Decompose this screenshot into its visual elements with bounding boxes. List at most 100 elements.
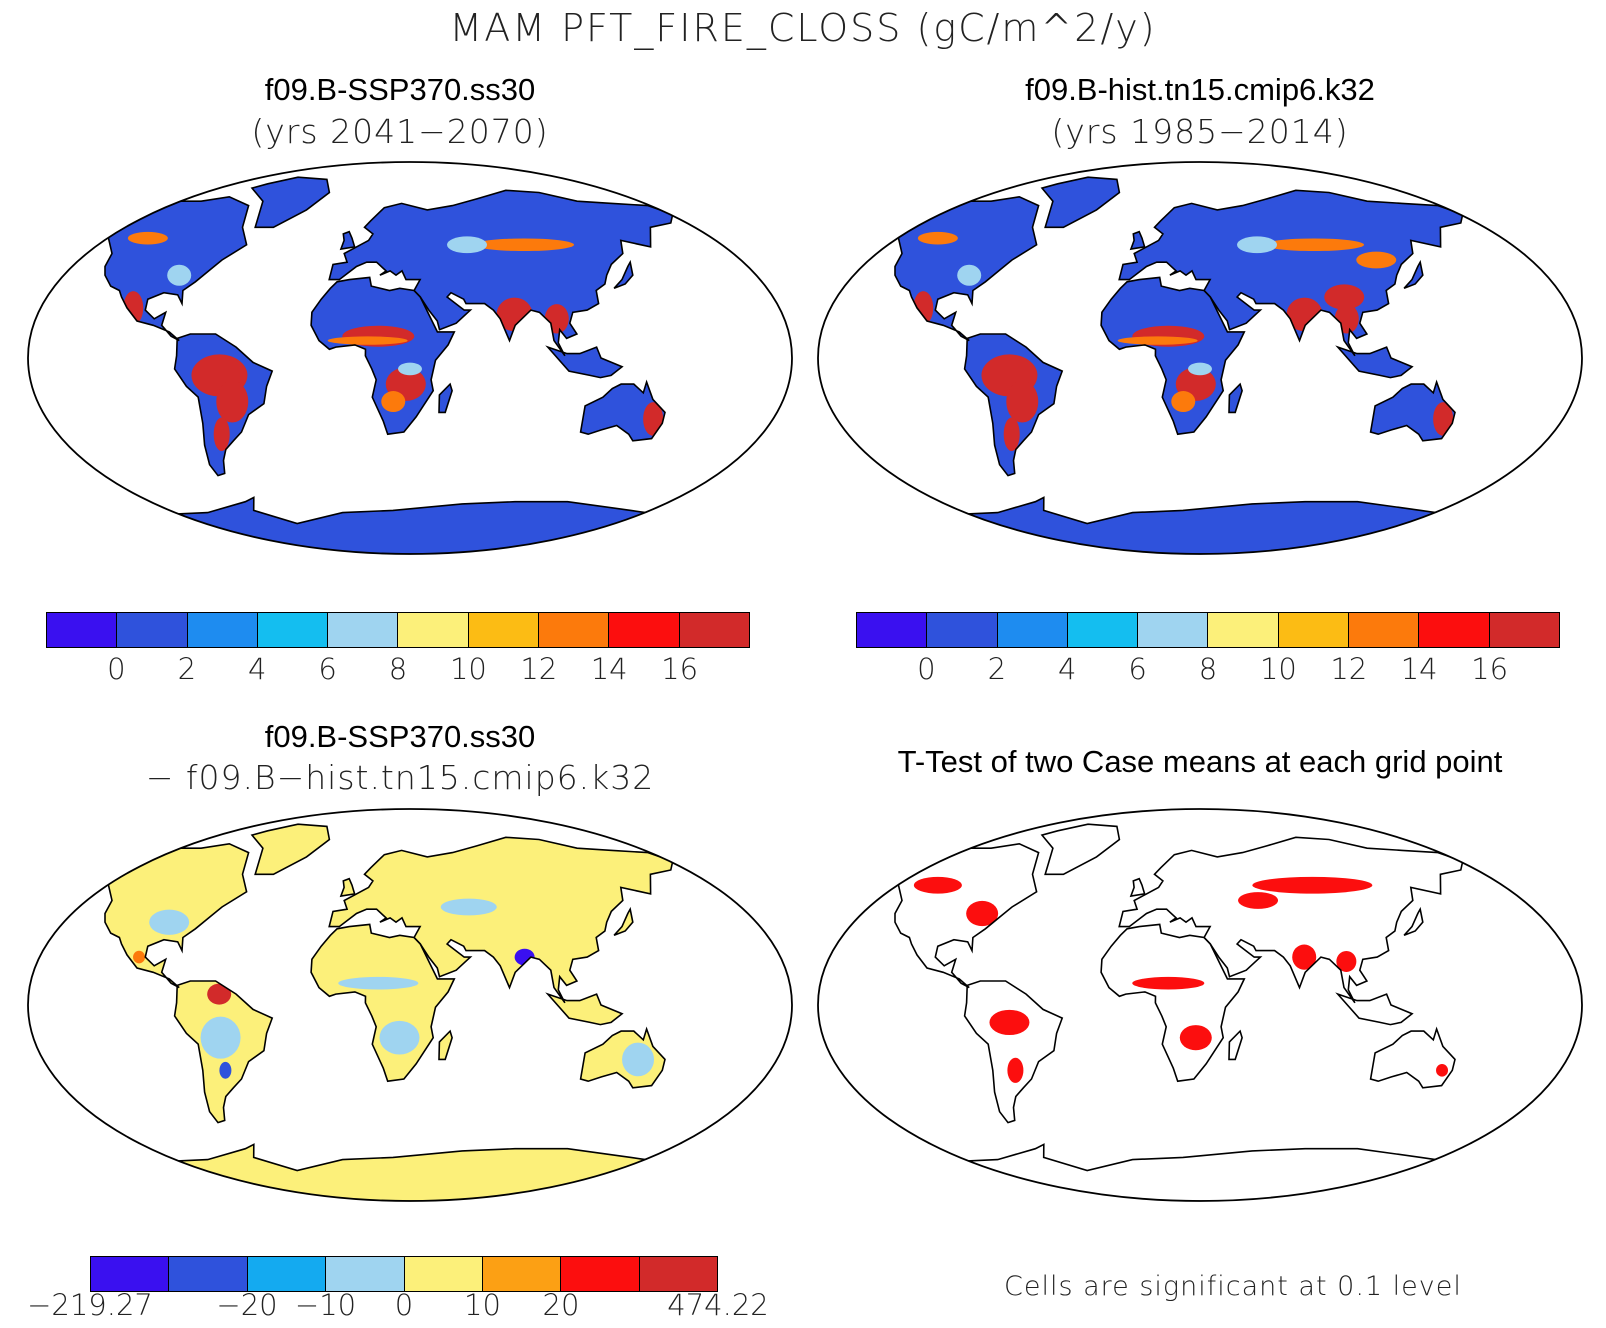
colorbar-swatch xyxy=(398,613,469,647)
coastline xyxy=(56,195,250,342)
coastline xyxy=(1118,836,1464,1004)
coastline xyxy=(963,333,1064,477)
colorbar-tick-label: 2 xyxy=(177,652,197,686)
colorbar-tick-label: 474.22 xyxy=(667,1288,769,1322)
coastline xyxy=(613,906,634,937)
landmass-indonesia xyxy=(1337,347,1413,378)
colorbar-swatch xyxy=(117,613,188,647)
panel2-title: f09.B-hist.tn15.cmip6.k32 xyxy=(1025,72,1375,107)
landmass-greenland xyxy=(252,177,330,228)
field-patch xyxy=(1132,976,1205,990)
colorbar-swatch xyxy=(1419,613,1490,647)
coastline xyxy=(310,276,456,436)
colorbar-swatch xyxy=(1349,613,1420,647)
colorbar-swatch xyxy=(679,613,749,647)
map-border xyxy=(27,161,793,555)
field-patch xyxy=(1252,876,1373,894)
coastline xyxy=(1040,823,1121,876)
field-patch xyxy=(1237,236,1278,254)
colorbar-swatch xyxy=(1138,613,1209,647)
map-panel-ttest xyxy=(817,808,1583,1202)
landmass-australia xyxy=(580,382,665,441)
field-patch xyxy=(1179,1025,1212,1051)
field-patch xyxy=(338,976,419,990)
colorbar-swatch xyxy=(482,1257,562,1291)
colorbar-tick-label: 0 xyxy=(394,1288,414,1322)
colorbar-tick-label: −20 xyxy=(216,1288,278,1322)
landmass-madagascar xyxy=(439,384,453,413)
colorbar-swatch xyxy=(1067,613,1139,647)
field-patch xyxy=(127,231,168,245)
field-patch xyxy=(989,1009,1030,1036)
field-patch xyxy=(1436,1064,1449,1077)
coastline xyxy=(545,345,624,379)
colorbar-swatch xyxy=(187,613,258,647)
significance-note: Cells are significant at 0.1 level xyxy=(1004,1271,1462,1302)
field-patch xyxy=(957,264,982,286)
colorbar-swatch xyxy=(997,613,1068,647)
field-patch xyxy=(622,1042,655,1077)
field-patch xyxy=(167,264,192,286)
field-patch xyxy=(216,380,249,423)
map-panel-difference xyxy=(27,808,793,1202)
field-patch xyxy=(966,900,999,927)
field-patch xyxy=(133,950,146,964)
coastline xyxy=(438,382,453,414)
field-patch xyxy=(327,336,408,345)
field-patch xyxy=(1188,362,1212,376)
coastline xyxy=(1118,189,1464,357)
colorbar-swatch xyxy=(326,1257,405,1291)
colorbar-tick-label: 0 xyxy=(107,652,126,686)
coastline xyxy=(613,259,634,290)
colorbar-swatch xyxy=(169,1257,248,1291)
figure-title: MAM PFT_FIRE_CLOSS (gC/m^2/y) xyxy=(449,6,1157,50)
coastline xyxy=(1129,877,1146,898)
field-patch xyxy=(1003,417,1020,452)
coastline xyxy=(339,230,356,251)
colorbar-swatch xyxy=(468,613,540,647)
field-patch xyxy=(913,876,962,894)
coastline xyxy=(579,379,666,442)
landmass-eurasia xyxy=(329,190,673,356)
field-patch xyxy=(1238,892,1279,909)
colorbar-tick-label: 8 xyxy=(388,652,408,686)
landmass-australia xyxy=(1370,382,1455,441)
coastline xyxy=(545,992,624,1026)
colorbar-swatch xyxy=(857,613,928,647)
field-patch xyxy=(379,1020,420,1055)
colorbar-swatch xyxy=(247,1257,327,1291)
panel3-subtitle: − f09.B−hist.tn15.cmip6.k32 xyxy=(145,758,655,797)
field-patch xyxy=(381,391,406,413)
landmass-madagascar xyxy=(1229,1031,1243,1060)
map-panel-hist xyxy=(817,161,1583,555)
colorbar-swatch xyxy=(1278,613,1350,647)
colorbar-tick-label: 10 xyxy=(1259,652,1297,686)
coastline xyxy=(1369,1026,1456,1089)
colorbar-difference xyxy=(90,1256,718,1292)
colorbar-swatch xyxy=(927,613,998,647)
colorbar-tick-label: 6 xyxy=(318,652,337,686)
coastline xyxy=(250,176,331,229)
coastline xyxy=(1369,379,1456,442)
colorbar-swatch xyxy=(609,613,680,647)
colorbar-swatch xyxy=(404,1257,483,1291)
field-patch xyxy=(200,1016,241,1059)
landmass-eurasia xyxy=(329,837,673,1003)
coastline xyxy=(1100,276,1246,436)
colorbar-swatch xyxy=(257,613,329,647)
coastline xyxy=(438,1029,453,1061)
colorbar-tick-label: 4 xyxy=(1057,652,1077,686)
colorbar-panel2 xyxy=(856,612,1560,648)
map-panel-ssp370 xyxy=(27,161,793,555)
colorbar-tick-label: 8 xyxy=(1198,652,1218,686)
landmass-eurasia xyxy=(1119,837,1463,1003)
field-patch xyxy=(398,362,422,376)
colorbar-swatch xyxy=(1208,613,1279,647)
colorbar-tick-label: 14 xyxy=(590,652,628,686)
field-patch xyxy=(1324,284,1365,310)
colorbar-tick-label: 12 xyxy=(520,652,558,686)
landmass-greenland xyxy=(1042,824,1120,875)
colorbar-swatch xyxy=(561,1257,640,1291)
map-border xyxy=(817,808,1583,1202)
coastline xyxy=(173,980,274,1124)
